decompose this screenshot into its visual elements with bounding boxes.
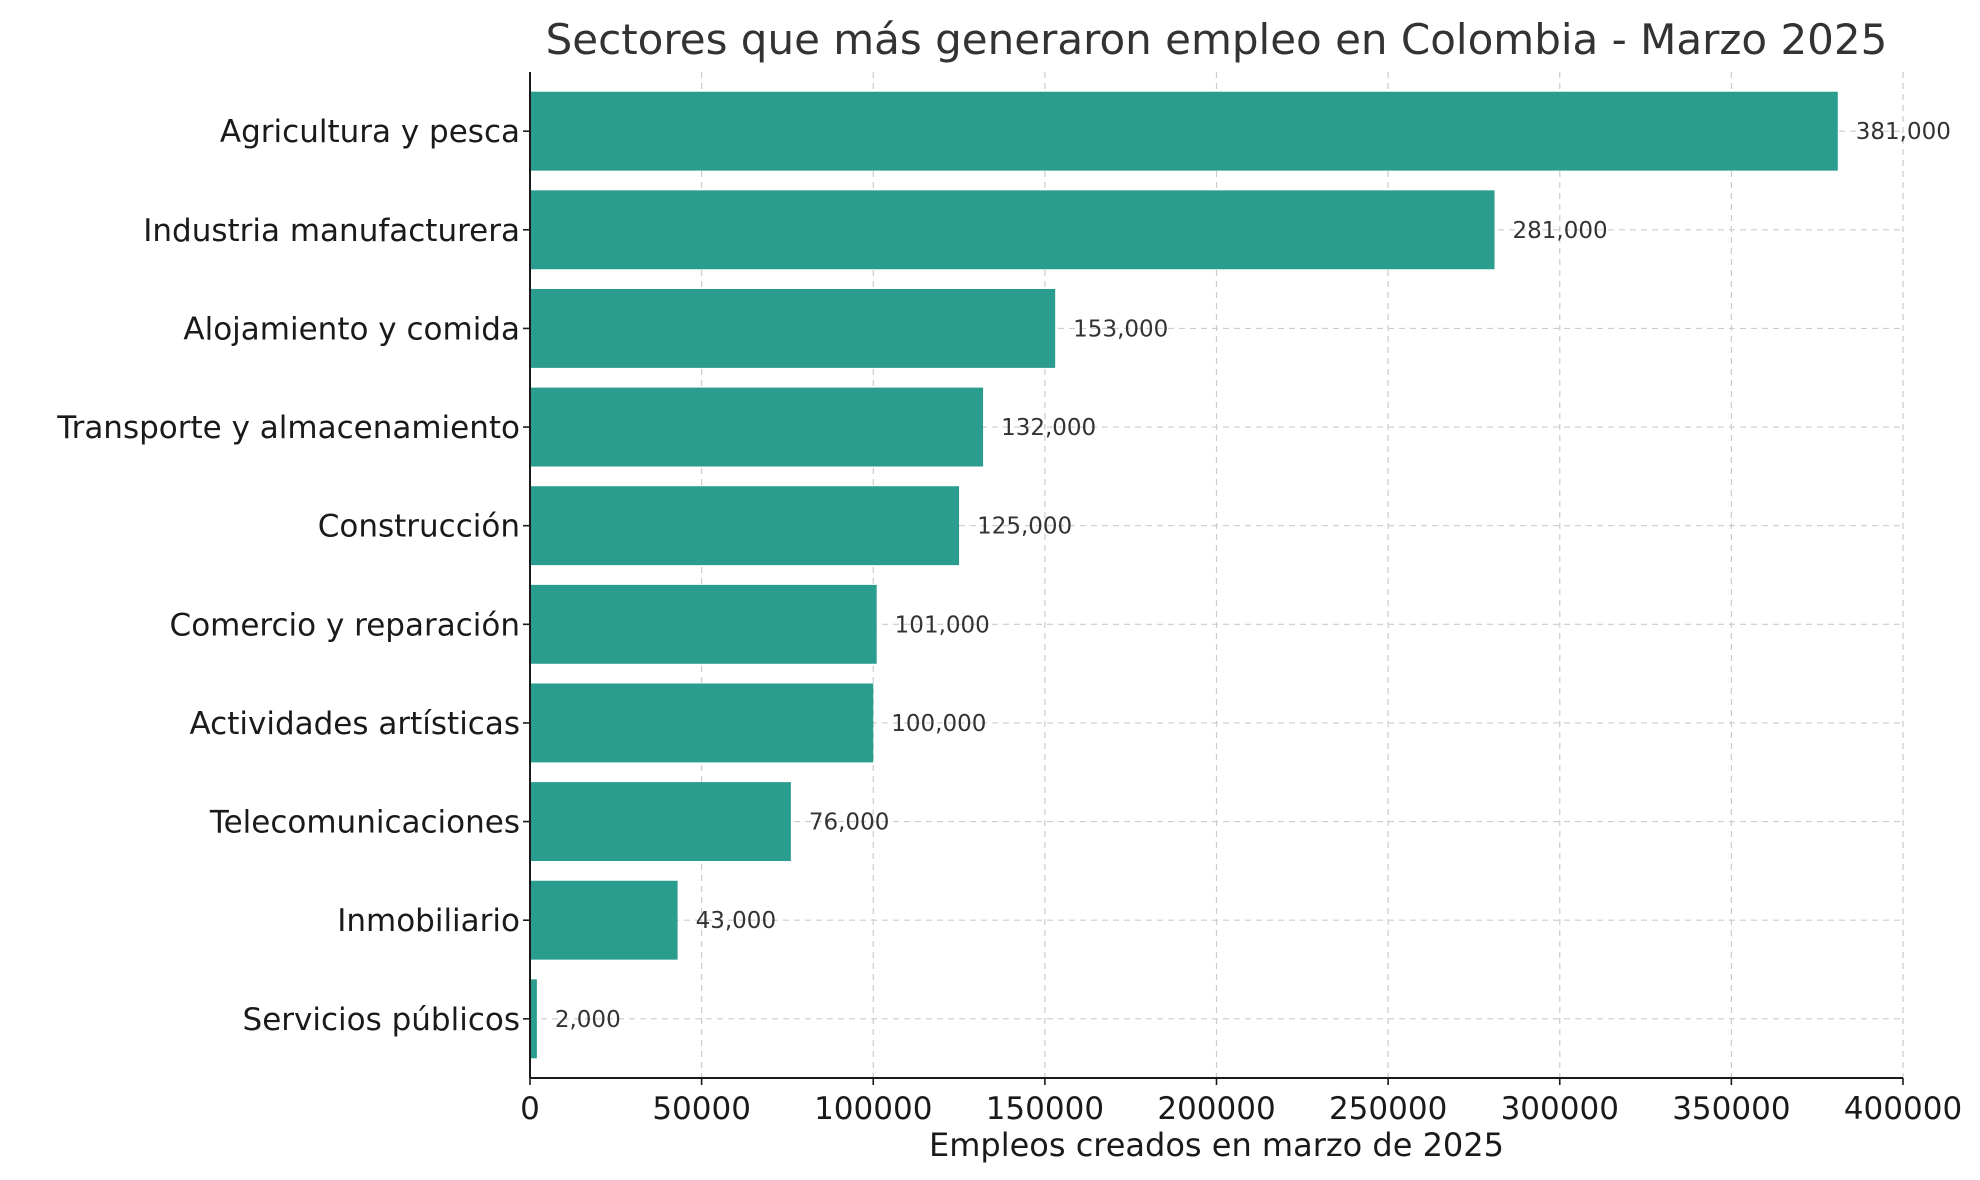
x-tick-label: 400000 <box>1844 1091 1962 1127</box>
category-label: Actividades artísticas <box>190 706 520 742</box>
x-tick-label: 0 <box>520 1091 540 1127</box>
bar-transporte-y-almacenamiento <box>530 387 984 467</box>
x-axis-title: Empleos creados en marzo de 2025 <box>929 1126 1504 1164</box>
bar-industria-manufacturera <box>530 190 1495 270</box>
category-label: Comercio y reparación <box>170 607 520 643</box>
bar-comercio-y-reparaci-n <box>530 584 877 664</box>
x-tick-label: 100000 <box>814 1091 932 1127</box>
bar-value-label: 153,000 <box>1073 316 1168 342</box>
x-tick-label: 250000 <box>1329 1091 1447 1127</box>
bars <box>530 91 1838 1059</box>
category-label: Servicios públicos <box>243 1002 520 1038</box>
bar-alojamiento-y-comida <box>530 288 1056 368</box>
bar-value-label: 132,000 <box>1001 415 1096 441</box>
bar-inmobiliario <box>530 880 678 960</box>
category-label: Inmobiliario <box>337 903 520 939</box>
axes <box>523 72 1904 1085</box>
x-tick-label: 50000 <box>652 1091 751 1127</box>
bar-construcci-n <box>530 486 960 566</box>
x-tick-label: 300000 <box>1501 1091 1619 1127</box>
labels: 381,000 281,000 153,000 132,000 125,000 101,0… <box>56 114 1962 1127</box>
bar-value-label: 76,000 <box>809 810 889 836</box>
bar-value-label: 381,000 <box>1856 119 1951 145</box>
bar-agricultura-y-pesca <box>530 91 1838 171</box>
chart-title: Sectores que más generaron empleo en Col… <box>546 15 1888 64</box>
bar-value-label: 101,000 <box>895 612 990 638</box>
bar-value-label: 281,000 <box>1513 218 1608 244</box>
category-label: Transporte y almacenamiento <box>56 410 520 446</box>
bar-telecomunicaciones <box>530 782 791 862</box>
bar-value-label: 2,000 <box>555 1007 621 1033</box>
x-tick-label: 150000 <box>986 1091 1104 1127</box>
category-label: Construcción <box>318 509 520 545</box>
bar-value-label: 100,000 <box>891 711 986 737</box>
bar-value-label: 125,000 <box>977 514 1072 540</box>
category-label: Telecomunicaciones <box>209 805 520 841</box>
bar-actividades-art-sticas <box>530 683 874 763</box>
category-label: Alojamiento y comida <box>183 311 520 347</box>
x-tick-label: 350000 <box>1672 1091 1790 1127</box>
bar-value-label: 43,000 <box>696 908 776 934</box>
category-label: Agricultura y pesca <box>220 114 520 150</box>
x-tick-label: 200000 <box>1157 1091 1275 1127</box>
category-label: Industria manufacturera <box>143 213 520 249</box>
bar-servicios-p-blicos <box>530 979 537 1059</box>
